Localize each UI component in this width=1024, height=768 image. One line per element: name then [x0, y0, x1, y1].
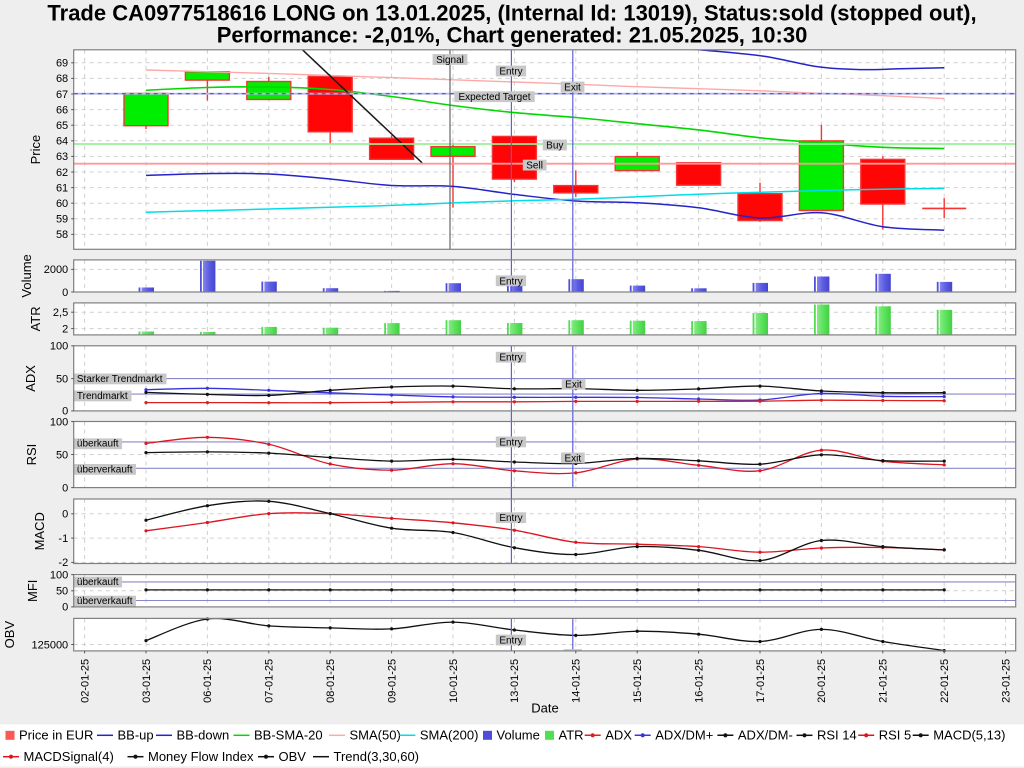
svg-text:ADX/DM-: ADX/DM- — [738, 727, 793, 742]
svg-text:Entry: Entry — [499, 276, 522, 287]
svg-text:68: 68 — [56, 73, 68, 85]
svg-text:10-01-25: 10-01-25 — [448, 659, 460, 703]
svg-text:59: 59 — [56, 214, 68, 226]
svg-text:0: 0 — [62, 509, 68, 521]
svg-text:08-01-25: 08-01-25 — [325, 659, 337, 703]
svg-text:OBV: OBV — [2, 621, 17, 649]
svg-text:Buy: Buy — [546, 141, 563, 152]
svg-text:Exit: Exit — [564, 453, 581, 464]
svg-text:Date: Date — [531, 701, 558, 716]
svg-text:ATR: ATR — [559, 727, 584, 742]
svg-text:16-01-25: 16-01-25 — [693, 659, 705, 703]
svg-text:RSI 14: RSI 14 — [817, 727, 857, 742]
svg-text:22-01-25: 22-01-25 — [939, 659, 951, 703]
svg-text:50: 50 — [56, 586, 68, 598]
svg-text:13-01-25: 13-01-25 — [509, 659, 521, 703]
svg-text:Starker Trendmarkt: Starker Trendmarkt — [77, 374, 163, 385]
svg-text:Trend(3,30,60): Trend(3,30,60) — [334, 749, 420, 764]
svg-text:Volume: Volume — [19, 254, 34, 297]
svg-text:Performance: -2,01%, Chart gen: Performance: -2,01%, Chart generated: 21… — [217, 23, 808, 48]
svg-text:Signal: Signal — [436, 55, 464, 66]
svg-text:21-01-25: 21-01-25 — [878, 659, 890, 703]
svg-text:Exit: Exit — [564, 83, 581, 94]
svg-text:Volume: Volume — [497, 727, 540, 742]
svg-text:MACD(5,13): MACD(5,13) — [933, 727, 1005, 742]
svg-text:Entry: Entry — [499, 67, 522, 78]
svg-text:100: 100 — [50, 416, 68, 428]
svg-text:61: 61 — [56, 182, 68, 194]
svg-text:Entry: Entry — [499, 636, 522, 647]
svg-text:15-01-25: 15-01-25 — [632, 659, 644, 703]
svg-text:BB-SMA-20: BB-SMA-20 — [254, 727, 323, 742]
svg-text:Expected Target: Expected Target — [458, 92, 530, 103]
svg-text:Trade CA0977518616 LONG on 13.: Trade CA0977518616 LONG on 13.01.2025, (… — [47, 1, 976, 26]
svg-text:0: 0 — [62, 287, 68, 299]
svg-text:125000: 125000 — [31, 639, 68, 651]
svg-text:0: 0 — [62, 406, 68, 418]
svg-text:BB-up: BB-up — [118, 727, 154, 742]
svg-text:MACD: MACD — [32, 512, 47, 550]
svg-text:100: 100 — [50, 569, 68, 581]
svg-text:100: 100 — [50, 341, 68, 353]
svg-text:0: 0 — [62, 482, 68, 494]
svg-text:65: 65 — [56, 120, 68, 132]
svg-text:03-01-25: 03-01-25 — [141, 659, 153, 703]
svg-text:60: 60 — [56, 198, 68, 210]
svg-text:58: 58 — [56, 229, 68, 241]
svg-text:14-01-25: 14-01-25 — [571, 659, 583, 703]
svg-text:MACDSignal(4): MACDSignal(4) — [24, 749, 114, 764]
svg-text:überkauft: überkauft — [77, 439, 119, 450]
svg-text:Sell: Sell — [526, 161, 543, 172]
svg-text:-1: -1 — [58, 533, 68, 545]
svg-text:2000: 2000 — [44, 264, 68, 276]
svg-text:67: 67 — [56, 89, 68, 101]
svg-text:62: 62 — [56, 167, 68, 179]
svg-text:Entry: Entry — [499, 513, 522, 524]
svg-text:63: 63 — [56, 151, 68, 163]
svg-text:Entry: Entry — [499, 437, 522, 448]
svg-text:OBV: OBV — [279, 749, 307, 764]
svg-text:64: 64 — [56, 136, 68, 148]
svg-text:BB-down: BB-down — [177, 727, 230, 742]
svg-text:09-01-25: 09-01-25 — [386, 659, 398, 703]
svg-text:2: 2 — [62, 323, 68, 335]
svg-text:06-01-25: 06-01-25 — [202, 659, 214, 703]
svg-text:Price: Price — [28, 135, 43, 165]
svg-text:SMA(200): SMA(200) — [420, 727, 479, 742]
svg-text:69: 69 — [56, 58, 68, 70]
svg-text:20-01-25: 20-01-25 — [816, 659, 828, 703]
svg-text:50: 50 — [56, 373, 68, 385]
svg-text:ADX: ADX — [23, 365, 38, 392]
svg-text:SMA(50): SMA(50) — [350, 727, 401, 742]
svg-text:RSI: RSI — [24, 444, 39, 466]
svg-text:RSI 5: RSI 5 — [879, 727, 912, 742]
svg-text:23-01-25: 23-01-25 — [1000, 659, 1012, 703]
svg-text:ADX: ADX — [605, 727, 632, 742]
svg-text:ADX/DM+: ADX/DM+ — [655, 727, 713, 742]
svg-text:überkauft: überkauft — [77, 577, 119, 588]
svg-text:0: 0 — [62, 602, 68, 614]
svg-text:17-01-25: 17-01-25 — [755, 659, 767, 703]
svg-text:Exit: Exit — [565, 380, 582, 391]
svg-text:MFI: MFI — [25, 580, 40, 602]
svg-text:2,5: 2,5 — [53, 307, 68, 319]
svg-text:02-01-25: 02-01-25 — [79, 659, 91, 703]
svg-text:66: 66 — [56, 104, 68, 116]
svg-text:Price in EUR: Price in EUR — [19, 727, 93, 742]
svg-text:-2: -2 — [58, 557, 68, 569]
svg-text:überverkauft: überverkauft — [77, 596, 133, 607]
svg-text:07-01-25: 07-01-25 — [264, 659, 276, 703]
svg-text:50: 50 — [56, 449, 68, 461]
svg-text:überverkauft: überverkauft — [77, 464, 133, 475]
svg-text:Trendmarkt: Trendmarkt — [77, 391, 128, 402]
svg-text:Money Flow Index: Money Flow Index — [148, 749, 254, 764]
svg-text:Entry: Entry — [499, 353, 522, 364]
svg-text:ATR: ATR — [28, 306, 43, 331]
